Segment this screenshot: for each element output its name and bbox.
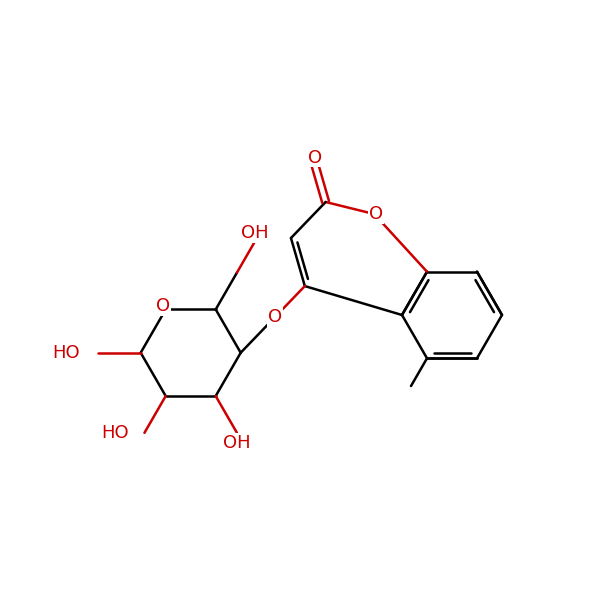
Text: HO: HO [101, 424, 128, 442]
Text: HO: HO [53, 344, 80, 362]
Text: OH: OH [223, 434, 251, 452]
Text: O: O [369, 205, 383, 223]
Text: O: O [155, 298, 170, 316]
Text: OH: OH [241, 224, 268, 242]
Text: O: O [268, 308, 283, 326]
Text: O: O [308, 149, 322, 167]
